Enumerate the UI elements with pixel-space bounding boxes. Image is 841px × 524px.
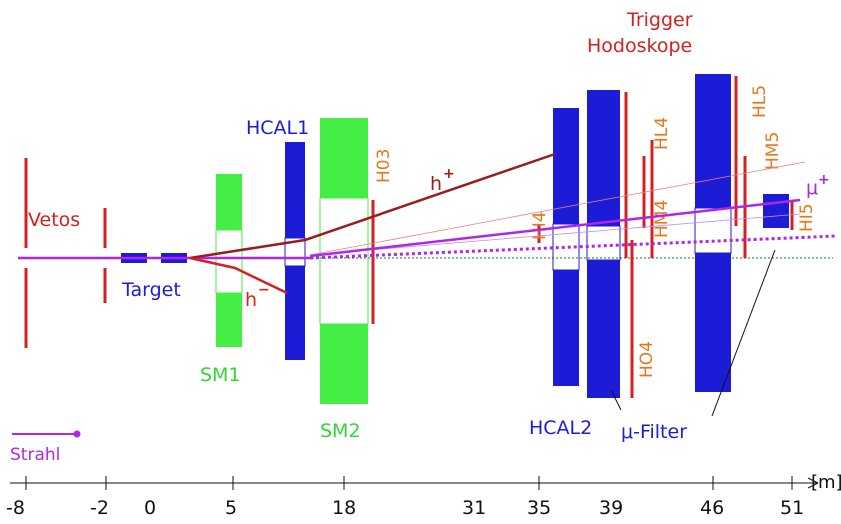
target-label: Target: [121, 279, 181, 301]
hcal1-lower: [285, 266, 305, 360]
hcal1-label: HCAL1: [246, 117, 309, 139]
sm2-magnet: [319, 118, 369, 404]
mu-filter-pointer-2: [711, 249, 776, 417]
axis-tick-label: 35: [527, 497, 551, 519]
hcal2-upper: [553, 108, 579, 224]
mu-filter-1-upper: [587, 90, 620, 226]
position-axis: [m] -8 -2 0 5 18 31 35 39 46 51: [6, 472, 841, 519]
mu-filter-pointer-1: [610, 389, 622, 411]
axis-arrow-upper: [807, 477, 819, 484]
sm1-aperture: [215, 229, 243, 294]
h-minus-label: h: [245, 289, 257, 311]
mu-plus-track: [309, 198, 801, 258]
sm2-lower-yoke: [320, 324, 368, 404]
mu-filter-label: μ-Filter: [621, 421, 687, 443]
hm4-label: HM4: [652, 200, 672, 238]
mu-filter-2-lower: [695, 253, 731, 392]
axis-tick-label: -8: [6, 497, 25, 519]
h-plus-label: h: [430, 173, 442, 195]
strahl-legend-dot: [73, 430, 81, 438]
hcal2-label: HCAL2: [529, 417, 592, 439]
hcal2-lower: [553, 270, 579, 386]
sm1-lower-yoke: [216, 293, 242, 347]
hi4-label: HI4: [530, 211, 550, 240]
h-minus-track: [189, 256, 288, 295]
mu-filter-2-upper: [695, 74, 731, 208]
hl4-label: HL4: [652, 117, 672, 150]
axis-tick-label: 51: [780, 497, 804, 519]
hm5-label: HM5: [763, 132, 783, 170]
trigger-label: Trigger: [626, 9, 693, 31]
sm1-magnet: [215, 174, 243, 347]
hl5-label: HL5: [750, 85, 770, 118]
axis-arrow-lower: [807, 482, 819, 489]
hcal1-upper: [285, 142, 305, 238]
mu-filter-2: [694, 74, 732, 392]
h-plus-sign: +: [443, 166, 455, 182]
h-minus-sign: −: [258, 282, 270, 298]
hodoskope-label: Hodoskope: [587, 35, 692, 57]
hi5-absorber-block: [763, 194, 789, 228]
strahl-label: Strahl: [10, 445, 60, 465]
sm2-upper-yoke: [320, 118, 368, 198]
hcal2: [552, 108, 580, 386]
sm2-label: SM2: [320, 420, 361, 442]
upper-thin-ray: [309, 161, 806, 256]
mu-plus-label: μ: [806, 177, 818, 199]
axis-unit: [m]: [811, 472, 841, 493]
axis-tick-label: 5: [225, 497, 237, 519]
ho4-label: HO4: [637, 341, 657, 378]
axis-tick-label: 0: [144, 497, 156, 519]
axis-tick-label: 31: [462, 497, 486, 519]
sm2-aperture: [319, 197, 369, 325]
hcal1: [284, 142, 306, 360]
axis-tick-label: 18: [332, 497, 356, 519]
hi5-label: HI5: [797, 203, 817, 232]
veto-counters: [24, 158, 107, 348]
axis-tick-label: 39: [599, 497, 623, 519]
vetos-label: Vetos: [28, 209, 80, 231]
sm1-label: SM1: [200, 364, 241, 386]
axis-tick-label: 46: [700, 497, 724, 519]
mu-filter-2-gap: [694, 207, 732, 254]
sm1-upper-yoke: [216, 174, 242, 230]
mu-plus-sign: +: [818, 172, 830, 188]
lower-thin-ray: [309, 213, 801, 256]
axis-tick-label: -2: [90, 497, 109, 519]
mu-filter-1: [586, 90, 621, 398]
mu-plus-track-dotted: [309, 234, 837, 260]
mu-filter-1-lower: [587, 260, 620, 398]
h03-label: H03: [374, 149, 394, 183]
h-plus-track: [189, 152, 556, 260]
